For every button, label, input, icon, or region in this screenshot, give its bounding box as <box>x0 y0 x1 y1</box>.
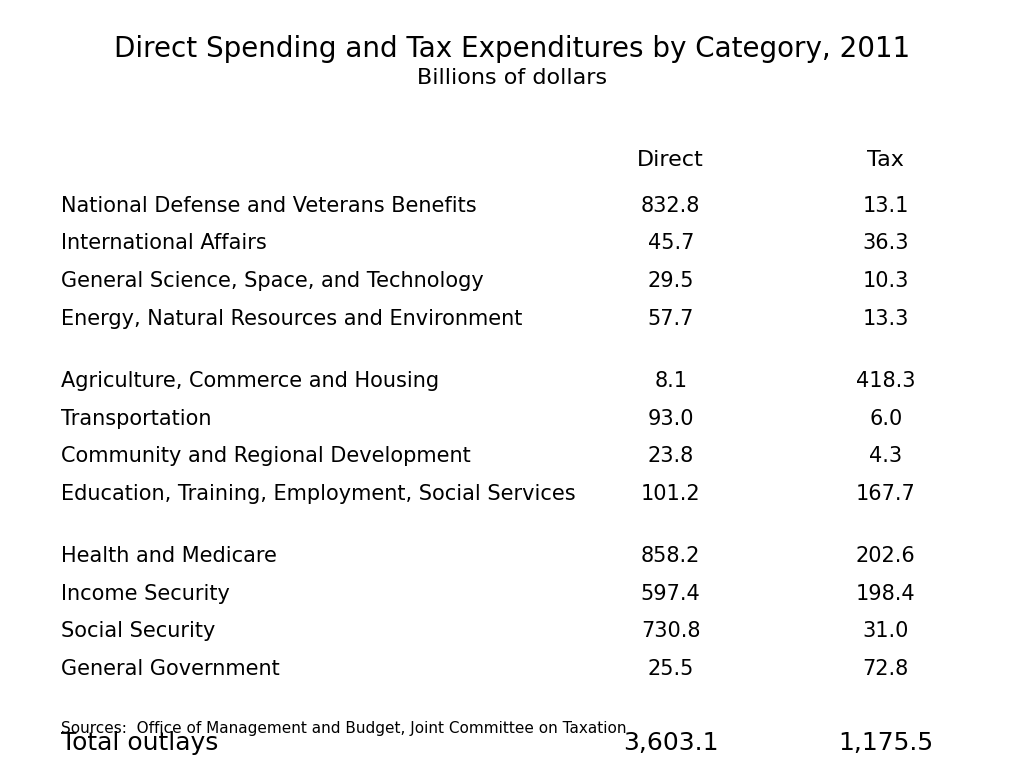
Text: 25.5: 25.5 <box>647 659 694 679</box>
Text: Income Security: Income Security <box>61 584 230 604</box>
Text: 101.2: 101.2 <box>641 484 700 504</box>
Text: National Defense and Veterans Benefits: National Defense and Veterans Benefits <box>61 196 477 216</box>
Text: 1,175.5: 1,175.5 <box>839 731 933 755</box>
Text: Sources:  Office of Management and Budget, Joint Committee on Taxation: Sources: Office of Management and Budget… <box>61 720 627 736</box>
Text: General Government: General Government <box>61 659 281 679</box>
Text: 23.8: 23.8 <box>647 446 694 466</box>
Text: Agriculture, Commerce and Housing: Agriculture, Commerce and Housing <box>61 371 439 391</box>
Text: Social Security: Social Security <box>61 621 216 641</box>
Text: 832.8: 832.8 <box>641 196 700 216</box>
Text: 10.3: 10.3 <box>862 271 909 291</box>
Text: 36.3: 36.3 <box>862 233 909 253</box>
Text: 29.5: 29.5 <box>647 271 694 291</box>
Text: 13.1: 13.1 <box>862 196 909 216</box>
Text: Energy, Natural Resources and Environment: Energy, Natural Resources and Environmen… <box>61 309 523 329</box>
Text: 202.6: 202.6 <box>856 546 915 566</box>
Text: 13.3: 13.3 <box>862 309 909 329</box>
Text: 858.2: 858.2 <box>641 546 700 566</box>
Text: Community and Regional Development: Community and Regional Development <box>61 446 471 466</box>
Text: 8.1: 8.1 <box>654 371 687 391</box>
Text: Direct Spending and Tax Expenditures by Category, 2011: Direct Spending and Tax Expenditures by … <box>114 35 910 62</box>
Text: 730.8: 730.8 <box>641 621 700 641</box>
Text: Transportation: Transportation <box>61 409 212 429</box>
Text: 93.0: 93.0 <box>647 409 694 429</box>
Text: 3,603.1: 3,603.1 <box>623 731 719 755</box>
Text: 597.4: 597.4 <box>641 584 700 604</box>
Text: 167.7: 167.7 <box>856 484 915 504</box>
Text: 45.7: 45.7 <box>647 233 694 253</box>
Text: 198.4: 198.4 <box>856 584 915 604</box>
Text: Direct: Direct <box>637 150 705 170</box>
Text: 72.8: 72.8 <box>862 659 909 679</box>
Text: Health and Medicare: Health and Medicare <box>61 546 278 566</box>
Text: Tax: Tax <box>867 150 904 170</box>
Text: Billions of dollars: Billions of dollars <box>417 68 607 88</box>
Text: 31.0: 31.0 <box>862 621 909 641</box>
Text: Education, Training, Employment, Social Services: Education, Training, Employment, Social … <box>61 484 577 504</box>
Text: General Science, Space, and Technology: General Science, Space, and Technology <box>61 271 484 291</box>
Text: International Affairs: International Affairs <box>61 233 267 253</box>
Text: 6.0: 6.0 <box>869 409 902 429</box>
Text: Total outlays: Total outlays <box>61 731 219 755</box>
Text: 4.3: 4.3 <box>869 446 902 466</box>
Text: 57.7: 57.7 <box>647 309 694 329</box>
Text: 418.3: 418.3 <box>856 371 915 391</box>
